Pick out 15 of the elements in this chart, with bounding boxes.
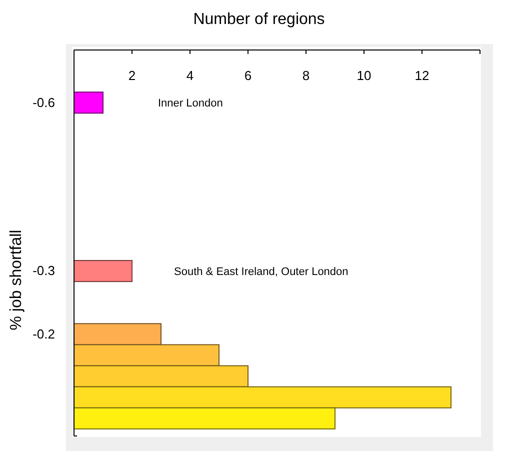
x-tick-label: 6: [244, 68, 252, 84]
bar: [74, 92, 104, 114]
y-tick-label: -0.6: [32, 94, 55, 110]
x-tick-label: 2: [128, 68, 136, 84]
y-axis-title: % job shortfall: [8, 230, 25, 330]
x-axis-title: Number of regions: [193, 11, 325, 28]
y-tick-label: -0.3: [32, 263, 55, 278]
annotation: South & East Ireland, Outer London: [174, 266, 348, 278]
x-tick-label: 8: [302, 68, 310, 84]
y-tick-label: -0.2: [32, 326, 55, 342]
x-tick-label: 12: [414, 68, 430, 84]
annotation: Inner London: [158, 97, 223, 110]
x-tick-label: 4: [186, 68, 194, 84]
x-tick-label: 10: [356, 68, 372, 84]
bar: [74, 260, 132, 282]
